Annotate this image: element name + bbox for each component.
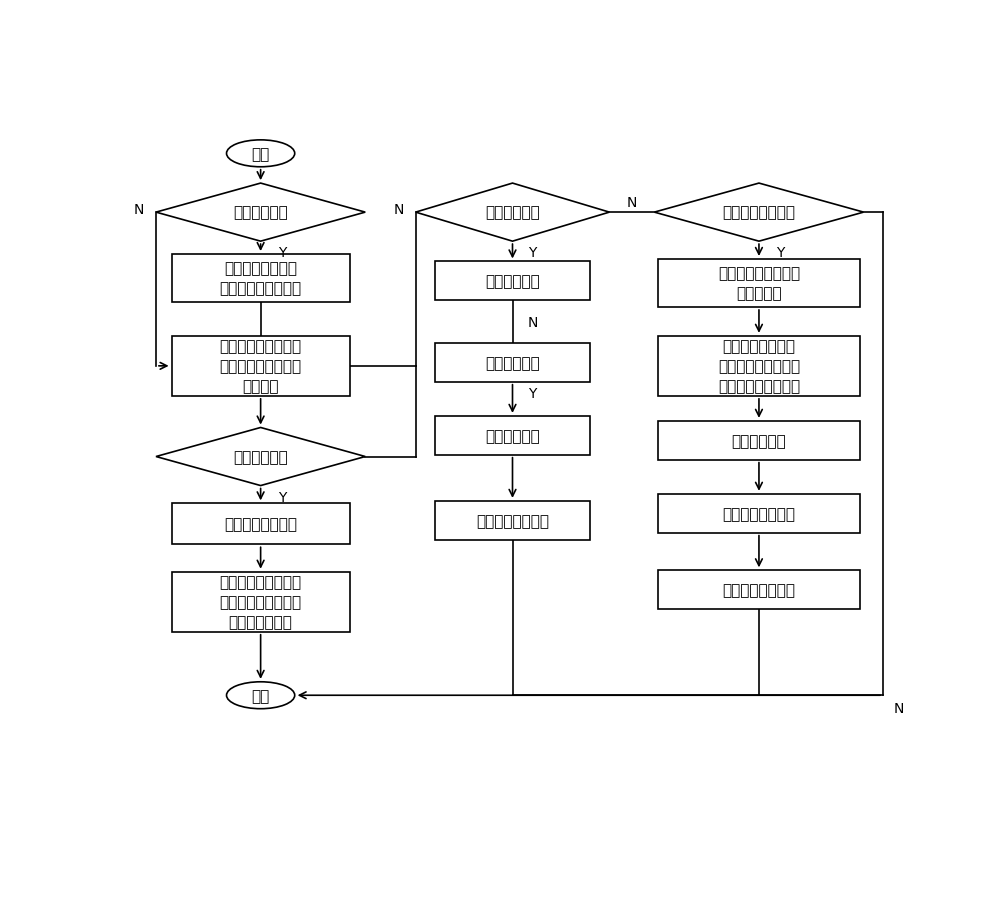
- Polygon shape: [416, 184, 609, 242]
- Text: Y: Y: [776, 246, 785, 260]
- Text: Y: Y: [278, 491, 287, 505]
- FancyBboxPatch shape: [435, 501, 590, 540]
- Text: N: N: [393, 202, 404, 216]
- Text: 控制信息、中间变量
及最终计算结果送给
冗余系统: 控制信息、中间变量 及最终计算结果送给 冗余系统: [220, 339, 302, 393]
- Text: N: N: [893, 701, 904, 715]
- FancyBboxPatch shape: [658, 494, 860, 533]
- Text: 冗余系统接手控制: 冗余系统接手控制: [722, 583, 795, 597]
- Text: 冗余系统调整: 冗余系统调整: [485, 356, 540, 370]
- FancyBboxPatch shape: [172, 336, 350, 396]
- Text: 主控系统调整: 主控系统调整: [732, 433, 786, 448]
- Text: 主控系统正常: 主控系统正常: [233, 205, 288, 221]
- Text: 开始: 开始: [252, 147, 270, 162]
- Text: 冗余系统退出控制: 冗余系统退出控制: [722, 506, 795, 521]
- Text: 主动告知冗余系统: 主动告知冗余系统: [224, 516, 297, 532]
- Ellipse shape: [227, 141, 295, 167]
- Polygon shape: [156, 184, 365, 242]
- Text: 结束: 结束: [252, 688, 270, 703]
- Polygon shape: [156, 428, 365, 486]
- Text: N: N: [134, 202, 144, 216]
- Text: 告知冗余系统: 告知冗余系统: [485, 274, 540, 289]
- Text: 告知冗余系统主控系
统故障恢复: 告知冗余系统主控系 统故障恢复: [718, 267, 800, 301]
- FancyBboxPatch shape: [172, 255, 350, 302]
- Text: 主控系统故障: 主控系统故障: [233, 449, 288, 464]
- FancyBboxPatch shape: [658, 259, 860, 308]
- FancyBboxPatch shape: [658, 571, 860, 609]
- Text: 采集模拟量、开关
量，计算应输出脉冲: 采集模拟量、开关 量，计算应输出脉冲: [220, 261, 302, 296]
- Text: 冗余系统将控制信
息、中间变量、应输
出脉冲送给主控系统: 冗余系统将控制信 息、中间变量、应输 出脉冲送给主控系统: [718, 339, 800, 393]
- Text: N: N: [627, 196, 637, 210]
- FancyBboxPatch shape: [658, 336, 860, 396]
- Ellipse shape: [227, 682, 295, 709]
- Text: 冗余系统接手控制: 冗余系统接手控制: [476, 513, 549, 528]
- Text: 主控系统检修: 主控系统检修: [485, 205, 540, 221]
- FancyBboxPatch shape: [435, 344, 590, 382]
- Text: 主控系统退出: 主控系统退出: [485, 428, 540, 443]
- FancyBboxPatch shape: [172, 572, 350, 632]
- FancyBboxPatch shape: [172, 504, 350, 545]
- Text: Y: Y: [528, 387, 537, 401]
- Text: 主控系统故障恢复: 主控系统故障恢复: [722, 205, 795, 221]
- Polygon shape: [654, 184, 864, 242]
- Text: 冗余系统自己采集模
拟量、开关量，并计
算应输出的脉冲: 冗余系统自己采集模 拟量、开关量，并计 算应输出的脉冲: [220, 574, 302, 630]
- FancyBboxPatch shape: [435, 416, 590, 455]
- FancyBboxPatch shape: [658, 421, 860, 460]
- Text: N: N: [527, 315, 538, 329]
- FancyBboxPatch shape: [435, 262, 590, 301]
- Text: Y: Y: [278, 246, 287, 260]
- Text: Y: Y: [528, 246, 537, 260]
